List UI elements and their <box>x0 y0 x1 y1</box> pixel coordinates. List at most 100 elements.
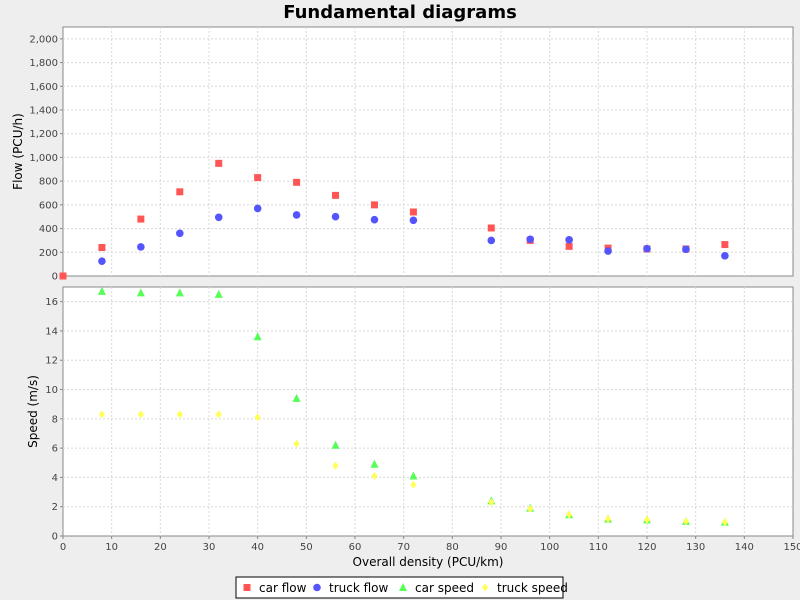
car-speed-point <box>292 393 301 402</box>
flow-y-tick-label: 800 <box>39 177 58 188</box>
car-flow-point <box>370 201 378 209</box>
speed-y-tick-label: 16 <box>45 297 58 308</box>
speed-y-tick-label: 12 <box>45 356 58 367</box>
x-tick-label: 20 <box>154 542 167 553</box>
truck-speed-point <box>644 515 650 524</box>
truck-flow-point <box>370 215 379 224</box>
truck-speed-point <box>410 480 417 489</box>
truck-speed-point <box>605 515 612 524</box>
car-flow-point <box>409 208 417 216</box>
legend-car-speed-marker <box>399 583 407 591</box>
truck-speed-point <box>488 498 495 507</box>
flow-y-tick-label: 2,000 <box>29 34 58 45</box>
truck-flow-point <box>176 229 184 238</box>
truck-flow-point <box>409 216 418 225</box>
flow-panel: 0 200 400 600 800 1,000 1,200 1,400 1,600 1,800 2,… <box>11 26 794 283</box>
x-tick-label: 10 <box>105 542 118 553</box>
truck-speed-point <box>332 461 339 470</box>
truck-speed-point <box>721 518 728 527</box>
truck-flow-point <box>292 211 301 219</box>
legend-truck-speed-label: truck speed <box>497 581 568 595</box>
speed-panel: 0 2 4 6 8 10 12 14 16 Speed (m/s) <box>26 286 794 543</box>
car-flow-point <box>176 188 184 196</box>
truck-speed-point <box>254 413 261 422</box>
truck-flow-point <box>98 257 106 265</box>
flow-y-tick-label: 0 <box>52 272 58 283</box>
x-tick-label: 110 <box>589 542 608 553</box>
flow-y-tick-label: 1,200 <box>29 129 58 140</box>
x-tick-label: 60 <box>349 542 362 553</box>
truck-flow-point <box>137 243 145 251</box>
truck-speed-point <box>137 410 144 419</box>
truck-flow-point <box>682 245 690 254</box>
x-tick-label: 0 <box>60 542 66 553</box>
flow-axis-label: Flow (PCU/h) <box>11 113 25 190</box>
flow-y-tick-label: 200 <box>39 248 58 259</box>
x-tick-label: 120 <box>637 542 656 553</box>
x-tick-label: 130 <box>686 542 705 553</box>
flow-y-tick-label: 600 <box>39 200 58 211</box>
truck-flow-point <box>253 204 262 213</box>
car-flow-point <box>332 191 340 199</box>
truck-flow-point <box>214 213 223 222</box>
truck-speed-point <box>98 410 105 419</box>
speed-y-tick-label: 0 <box>52 532 58 543</box>
speed-y-tick-label: 14 <box>45 326 58 337</box>
x-axis-label: Overall density (PCU/km) <box>353 555 504 569</box>
x-tick-label: 90 <box>495 542 508 553</box>
car-flow-point <box>565 242 573 250</box>
chart-title: Fundamental diagrams <box>283 2 517 23</box>
legend-truck-flow-label: truck flow <box>329 581 389 595</box>
truck-flow-point <box>604 247 612 255</box>
x-tick-label: 50 <box>300 542 313 553</box>
speed-y-tick-label: 8 <box>52 414 58 425</box>
x-tick-label: 140 <box>735 542 754 553</box>
x-tick-label: 80 <box>446 542 459 553</box>
car-flow-point <box>59 272 67 280</box>
x-tick-label: 100 <box>540 542 559 553</box>
speed-y-tick-label: 2 <box>52 502 58 513</box>
x-tick-label: 70 <box>397 542 410 553</box>
car-speed-point <box>331 440 340 449</box>
car-flow-point <box>215 159 223 167</box>
truck-speed-point <box>293 439 300 448</box>
chart-legend: car flow truck flow car speed truck speed <box>235 576 568 599</box>
truck-flow-point <box>565 236 573 244</box>
x-tick-label: 40 <box>251 542 264 553</box>
truck-flow-point <box>721 252 729 260</box>
legend-truck-flow-marker <box>313 583 321 592</box>
car-flow-point <box>254 174 262 182</box>
flow-y-tick-label: 1,800 <box>29 58 58 69</box>
legend-car-speed-label: car speed <box>415 581 474 595</box>
legend-box <box>235 576 564 599</box>
truck-speed-point <box>371 471 378 480</box>
flow-y-tick-label: 1,000 <box>29 153 58 164</box>
truck-speed-point <box>566 510 573 519</box>
car-speed-point <box>136 288 145 297</box>
car-speed-point <box>409 471 418 480</box>
legend-car-flow-label: car flow <box>259 581 307 595</box>
speed-y-tick-label: 4 <box>52 473 58 484</box>
car-speed-point <box>214 289 223 298</box>
truck-flow-point <box>331 212 340 221</box>
speed-axis-label: Speed (m/s) <box>26 375 40 448</box>
speed-plot-area <box>62 286 794 537</box>
x-tick-label: 30 <box>203 542 216 553</box>
truck-flow-point <box>526 235 534 244</box>
car-speed-point <box>370 459 379 468</box>
truck-speed-point <box>176 410 183 419</box>
car-speed-point <box>253 332 262 341</box>
car-flow-point <box>293 178 301 186</box>
speed-y-tick-label: 10 <box>45 385 58 396</box>
truck-speed-point <box>527 504 534 513</box>
speed-y-tick-label: 6 <box>52 444 58 455</box>
flow-y-tick-label: 1,600 <box>29 82 58 93</box>
car-speed-point <box>97 286 106 295</box>
truck-speed-point <box>215 410 222 419</box>
flow-y-tick-label: 1,400 <box>29 106 58 117</box>
truck-flow-point <box>643 244 651 253</box>
x-tick-label: 150 <box>783 542 800 553</box>
flow-y-tick-label: 400 <box>39 224 58 235</box>
truck-flow-point <box>487 236 496 245</box>
